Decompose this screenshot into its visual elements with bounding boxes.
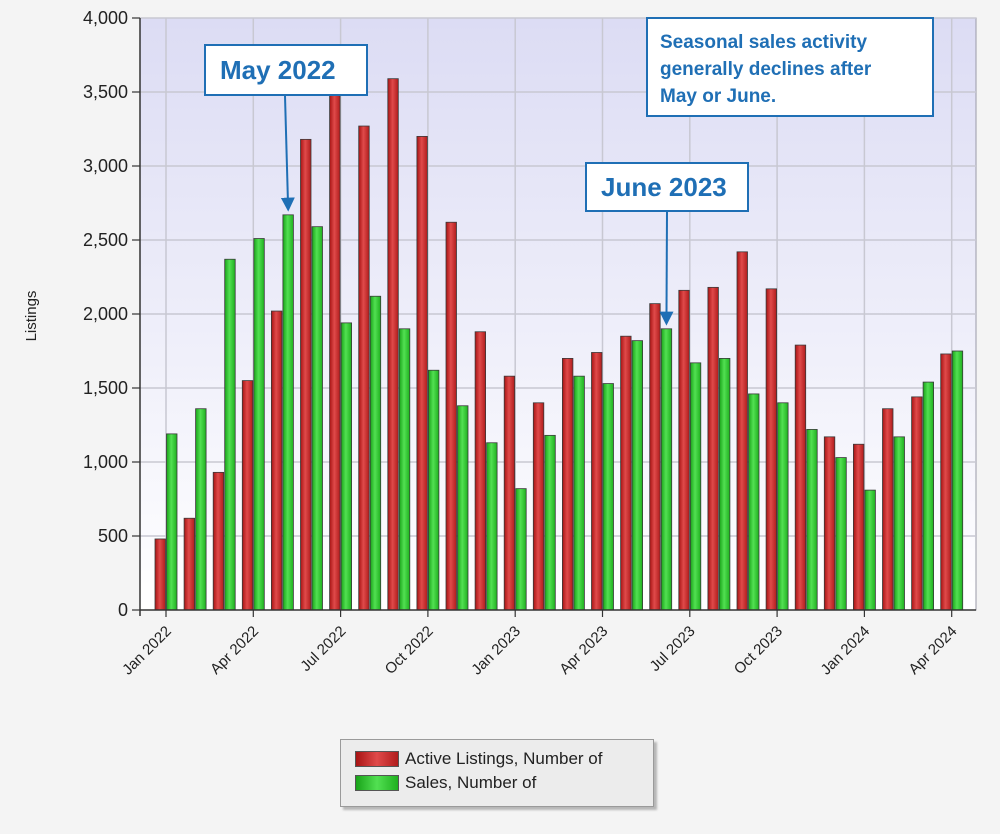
y-tick-label: 0	[118, 600, 128, 620]
annotation-seasonal-line: May or June.	[660, 86, 777, 107]
arrow-may-2022	[280, 95, 295, 212]
bar-active-listings	[241, 380, 254, 611]
bar-active-listings	[562, 357, 574, 611]
bar-sales	[311, 226, 323, 611]
bar-active-listings	[911, 396, 923, 611]
bar-active-listings	[823, 436, 836, 611]
y-tick-label: 1,500	[83, 378, 128, 398]
bar-sales	[166, 433, 178, 611]
bar-sales	[486, 442, 498, 611]
bar-sales	[573, 375, 585, 611]
annotation-may-2022-text: May 2022	[220, 55, 336, 85]
x-tick-label: Jul 2022	[297, 623, 349, 675]
bars	[154, 76, 964, 611]
bar-sales	[777, 402, 789, 611]
bar-active-listings	[212, 471, 225, 611]
bar-sales	[689, 362, 702, 611]
y-tick-label: 4,000	[83, 8, 128, 28]
bar-sales	[631, 340, 643, 611]
bar-active-listings	[503, 375, 516, 611]
bar-active-listings	[736, 251, 748, 611]
bar-sales	[660, 328, 673, 611]
x-tick-label: Jul 2023	[647, 623, 699, 675]
legend-swatch-red	[355, 751, 399, 767]
legend-label: Sales, Number of	[405, 773, 537, 792]
bar-active-listings	[387, 78, 399, 611]
x-tick-label: Apr 2023	[556, 623, 611, 678]
x-tick-label: Apr 2022	[207, 623, 262, 678]
y-tick-label: 2,500	[83, 230, 128, 250]
y-axis-label: Listings	[23, 291, 40, 342]
bar-active-listings	[940, 353, 952, 611]
bar-active-listings	[358, 125, 370, 611]
bar-sales	[253, 238, 265, 611]
bar-sales	[195, 408, 207, 611]
bar-active-listings	[882, 408, 894, 611]
y-tick-label: 2,000	[83, 304, 128, 324]
bar-sales	[398, 328, 411, 611]
bar-active-listings	[678, 289, 690, 611]
annotation-seasonal-note: Seasonal sales activity generally declin…	[646, 17, 934, 117]
legend-item-sales: Sales, Number of	[355, 772, 536, 794]
annotation-may-2022: May 2022	[204, 44, 368, 96]
bar-active-listings	[329, 76, 341, 611]
annotation-arrows	[280, 95, 674, 326]
bar-sales	[951, 350, 964, 611]
legend-label: Active Listings, Number of	[405, 749, 603, 768]
arrow-june-2023	[659, 211, 674, 326]
bar-active-listings	[416, 135, 428, 611]
bar-active-listings	[154, 538, 166, 611]
bar-sales	[922, 381, 934, 611]
bar-active-listings	[649, 303, 661, 611]
bar-sales	[515, 488, 527, 611]
bar-sales	[427, 369, 440, 611]
annotation-june-2023: June 2023	[585, 162, 749, 212]
legend-item-active-listings: Active Listings, Number of	[355, 748, 602, 770]
bar-sales	[224, 258, 236, 611]
annotation-june-2023-text: June 2023	[601, 172, 727, 202]
bar-active-listings	[300, 138, 312, 611]
bar-active-listings	[445, 221, 457, 611]
bar-active-listings	[591, 352, 603, 611]
bar-active-listings	[474, 331, 487, 611]
bar-active-listings	[707, 286, 719, 611]
bar-active-listings	[620, 335, 632, 611]
bar-sales	[835, 457, 847, 611]
bar-sales	[282, 214, 294, 611]
bar-sales	[602, 383, 614, 611]
annotation-seasonal-line: generally declines after	[660, 59, 872, 80]
bar-active-listings	[853, 443, 865, 611]
x-tick-label: Jan 2024	[818, 623, 874, 679]
bar-sales	[748, 393, 760, 611]
y-tick-label: 500	[98, 526, 128, 546]
bar-active-listings	[765, 288, 777, 611]
bar-active-listings	[532, 402, 545, 611]
bar-sales	[719, 357, 731, 611]
bar-sales	[340, 322, 353, 611]
x-tick-label: Apr 2024	[905, 623, 960, 678]
x-tick-label: Oct 2022	[382, 623, 437, 678]
y-tick-label: 3,500	[83, 82, 128, 102]
bar-sales	[893, 436, 905, 611]
x-tick-label: Jan 2023	[468, 623, 524, 679]
annotation-seasonal-line: Seasonal sales activity	[660, 32, 868, 53]
bar-sales	[864, 489, 876, 611]
y-tick-label: 3,000	[83, 156, 128, 176]
bar-sales	[806, 429, 818, 611]
y-tick-label: 1,000	[83, 452, 128, 472]
legend-swatch-green	[355, 775, 399, 791]
x-tick-label: Jan 2022	[119, 623, 175, 679]
bar-sales	[457, 405, 469, 611]
x-tick-label: Oct 2023	[731, 623, 786, 678]
bar-active-listings	[270, 310, 283, 611]
bar-sales	[544, 434, 556, 611]
chart-legend: Active Listings, Number of Sales, Number…	[340, 739, 654, 807]
bar-active-listings	[794, 344, 807, 611]
bar-active-listings	[183, 517, 196, 611]
bar-sales	[369, 295, 382, 611]
